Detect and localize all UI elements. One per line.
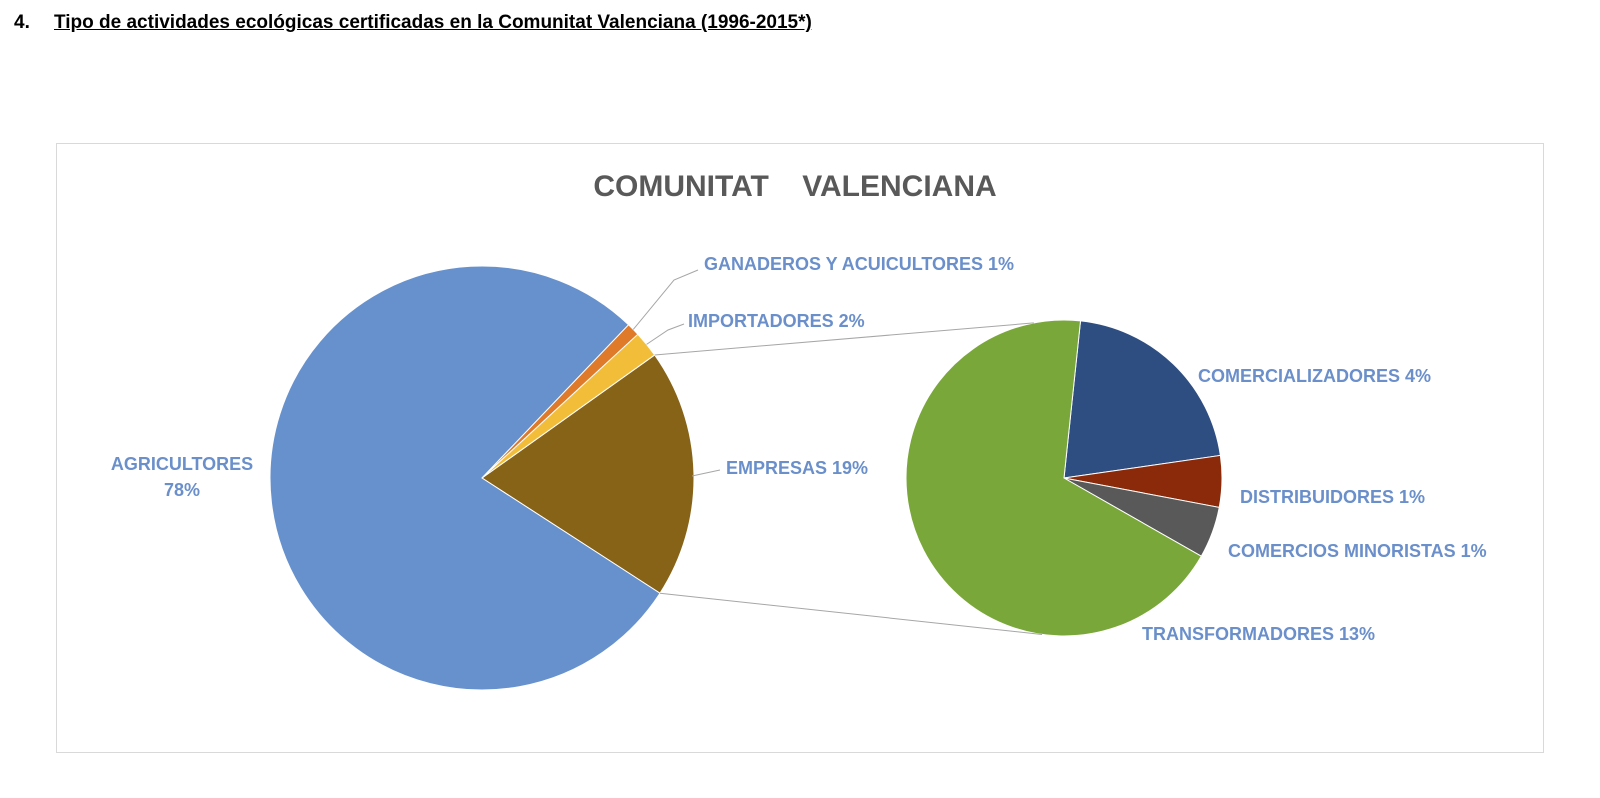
- connector-line-bottom: [659, 592, 1043, 635]
- section-title: Tipo de actividades ecológicas certifica…: [54, 12, 812, 33]
- main-pie: [269, 265, 695, 691]
- label-agricultores: AGRICULTORES: [111, 454, 253, 474]
- connector-lines: [654, 322, 1043, 635]
- label-comercializadores: COMERCIALIZADORES 4%: [1198, 366, 1431, 386]
- secondary-pie: [905, 319, 1223, 637]
- leader-ganaderos-y-acuicultores: [632, 269, 699, 330]
- connector-line-top: [654, 322, 1034, 356]
- label-empresas: EMPRESAS 19%: [726, 458, 868, 478]
- label-ganaderos-y-acuicultores: GANADEROS Y ACUICULTORES 1%: [704, 254, 1014, 274]
- leader-importadores: [646, 323, 685, 345]
- label-importadores: IMPORTADORES 2%: [688, 311, 865, 331]
- slice-transformadores: [905, 319, 1202, 637]
- section-heading: 4. Tipo de actividades ecológicas certifi…: [14, 12, 812, 34]
- label-agricultores-value: 78%: [164, 480, 200, 500]
- leader-empresas: [691, 469, 721, 477]
- chart-title: COMUNITAT VALENCIANA: [593, 170, 996, 203]
- slice-agricultores: [269, 265, 661, 691]
- slice-comercializadores: [1063, 320, 1221, 479]
- label-distribuidores: DISTRIBUIDORES 1%: [1240, 487, 1425, 507]
- label-comercios-minoristas: COMERCIOS MINORISTAS 1%: [1228, 541, 1487, 561]
- slice-labels: AGRICULTORES 78% GANADEROS Y ACUICULTORES …: [111, 254, 1487, 644]
- chart-area: [56, 143, 1544, 753]
- label-transformadores: TRANSFORMADORES 13%: [1142, 624, 1375, 644]
- section-number: 4.: [14, 12, 30, 33]
- slice-empresas: [481, 354, 695, 594]
